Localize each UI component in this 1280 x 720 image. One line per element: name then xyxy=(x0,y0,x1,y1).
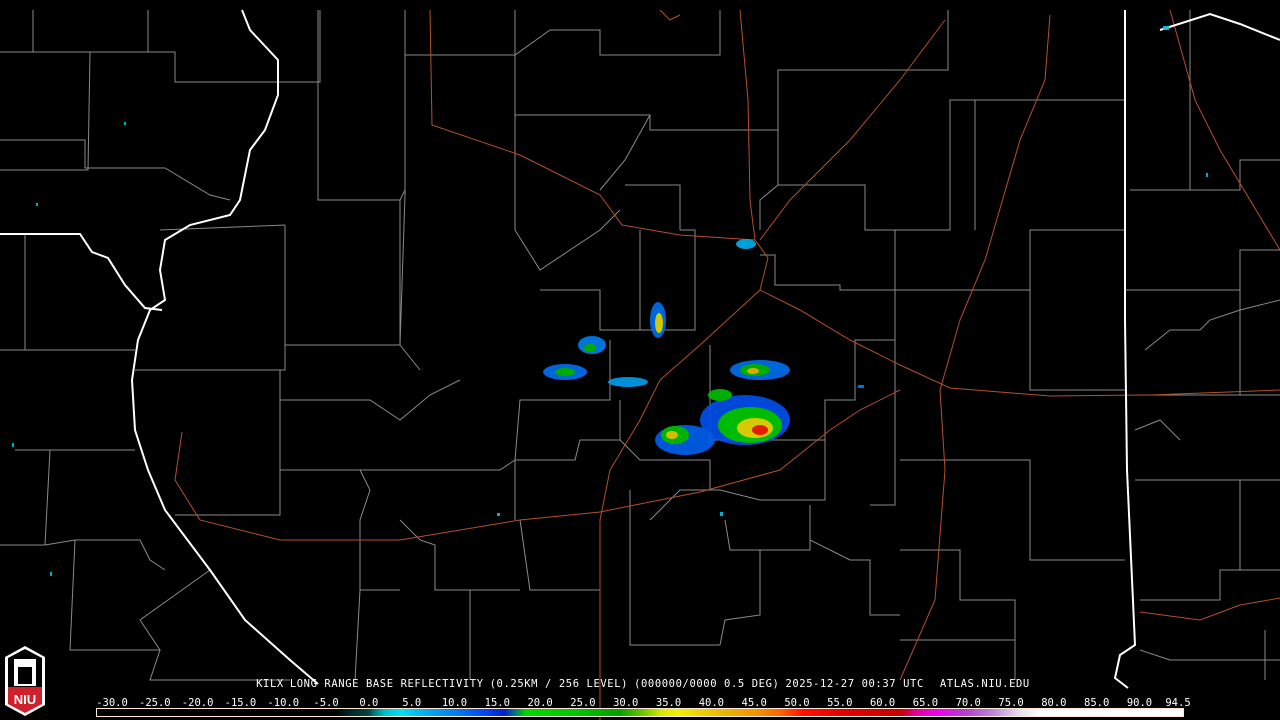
colorbar-tick-label: -15.0 xyxy=(224,697,257,709)
state-borders xyxy=(0,9,1280,689)
volume-info: (000000/0000 0.5 DEG) xyxy=(634,678,780,690)
colorbar-tick-label: 10.0 xyxy=(441,697,468,709)
colorbar-tick-label: 20.0 xyxy=(527,697,553,709)
site-url: ATLAS.NIU.EDU xyxy=(939,678,1030,690)
colorbar-ticks: -30.0 -25.0 -20.0 -15.0 -10.0 -5.0 0.0 5.0 10.0 1… xyxy=(0,697,1280,709)
colorbar-tick-label: 50.0 xyxy=(784,697,810,709)
colorbar-tick-label: 35.0 xyxy=(655,697,682,709)
colorbar xyxy=(96,708,1184,717)
colorbar-tick-label: -5.0 xyxy=(313,697,339,709)
product-name: LONG RANGE BASE REFLECTIVITY xyxy=(289,678,484,690)
colorbar-tick-label: 55.0 xyxy=(827,697,853,709)
colorbar-tick-label: 65.0 xyxy=(912,697,939,709)
colorbar-tick-label: -10.0 xyxy=(267,697,300,709)
colorbar-tick-label: 75.0 xyxy=(998,697,1024,709)
colorbar-tick-label: 40.0 xyxy=(698,697,724,709)
colorbar-tick-label: 94.5 xyxy=(1165,697,1191,709)
niu-logo-text: NIU xyxy=(14,692,36,707)
colorbar-tick-label: 25.0 xyxy=(570,697,596,709)
colorbar-tick-label: 0.0 xyxy=(359,697,379,709)
colorbar-tick-label: -30.0 xyxy=(96,697,128,709)
radar-echoes xyxy=(12,26,1208,576)
timestamp: 2025-12-27 00:37 UTC xyxy=(785,678,924,690)
colorbar-tick-label: 80.0 xyxy=(1041,697,1067,709)
resolution: (0.25KM / 256 LEVEL) xyxy=(489,678,629,690)
colorbar-tick-label: 85.0 xyxy=(1084,697,1110,709)
product-title: KILX LONG RANGE BASE REFLECTIVITY (0.25KM … xyxy=(0,678,1280,690)
colorbar-tick-label: -25.0 xyxy=(138,697,171,709)
radar-id: KILX xyxy=(256,678,284,690)
colorbar-tick-label: 30.0 xyxy=(613,697,639,709)
county-borders xyxy=(0,10,1280,681)
colorbar-tick-label: 60.0 xyxy=(869,697,896,709)
colorbar-tick-label: 90.0 xyxy=(1126,697,1153,709)
niu-seal-icon: NIU xyxy=(5,646,45,716)
colorbar-tick-label: 70.0 xyxy=(955,697,981,709)
colorbar-tick-label: 45.0 xyxy=(741,697,767,709)
colorbar-tick-label: 5.0 xyxy=(402,697,422,709)
highways xyxy=(174,9,1280,720)
colorbar-tick-label: 15.0 xyxy=(484,697,510,709)
colorbar-tick-label: -20.0 xyxy=(181,697,214,709)
